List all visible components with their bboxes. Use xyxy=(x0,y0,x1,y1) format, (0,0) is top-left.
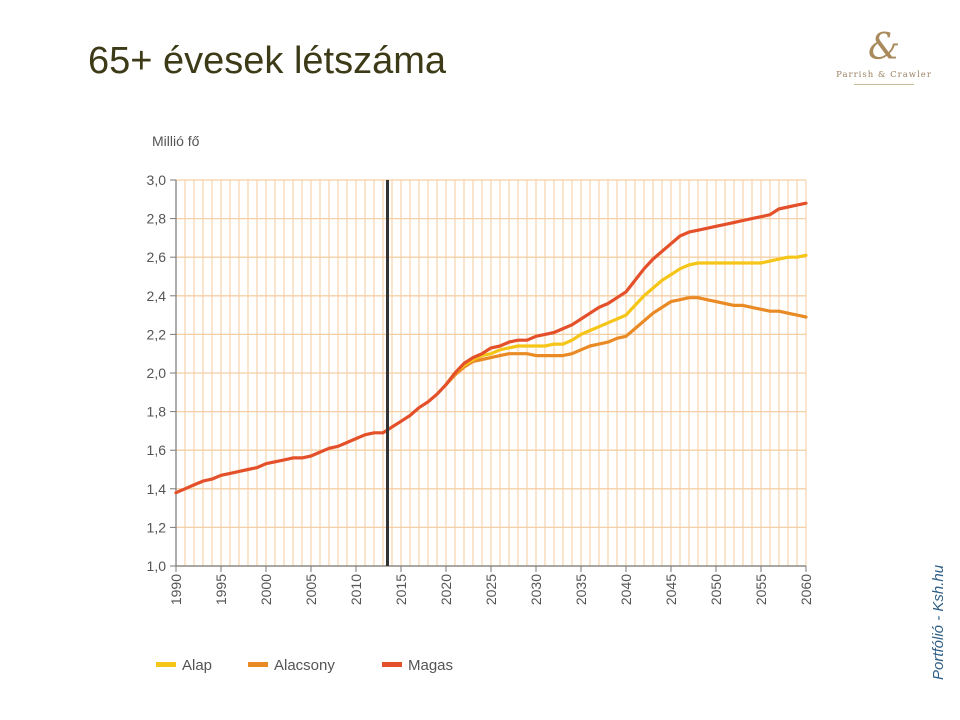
x-tick-label: 2050 xyxy=(708,574,724,605)
logo-divider xyxy=(854,84,914,85)
x-tick-label: 1990 xyxy=(168,574,184,605)
y-tick-label: 2,8 xyxy=(147,211,167,227)
legend-swatch-alacsony xyxy=(248,662,268,667)
y-tick-label: 3,0 xyxy=(147,172,167,188)
x-tick-label: 2030 xyxy=(528,574,544,605)
ampersand-logo-icon: & xyxy=(867,27,901,68)
legend-label-magas: Magas xyxy=(408,657,453,674)
y-tick-label: 2,4 xyxy=(147,288,167,304)
series-line-alacsony xyxy=(444,296,808,387)
series-line-magas xyxy=(174,201,808,495)
legend-label-alacsony: Alacsony xyxy=(274,657,335,674)
series-line-alap xyxy=(444,253,808,387)
y-tick-label: 1,0 xyxy=(147,558,167,574)
company-logo: & Parrish & Crawler xyxy=(818,30,950,85)
y-tick-label: 1,8 xyxy=(147,404,167,420)
x-tick-label: 2055 xyxy=(753,574,769,605)
x-tick-label: 2060 xyxy=(798,574,814,605)
x-tick-label: 2005 xyxy=(303,574,319,605)
x-tick-label: 2020 xyxy=(438,574,454,605)
legend-swatch-alap xyxy=(156,662,176,667)
logo-text: Parrish & Crawler xyxy=(836,70,932,80)
x-tick-label: 2035 xyxy=(573,574,589,605)
y-tick-label: 1,4 xyxy=(147,481,167,497)
legend-label-alap: Alap xyxy=(182,657,212,674)
y-tick-label: 1,2 xyxy=(147,519,167,535)
slide-title: 65+ évesek létszáma xyxy=(88,40,447,82)
y-axis-label: Millió fő xyxy=(152,133,200,149)
y-tick-label: 2,0 xyxy=(147,365,167,381)
x-tick-label: 2040 xyxy=(618,574,634,605)
x-tick-label: 2045 xyxy=(663,574,679,605)
x-tick-label: 1995 xyxy=(213,574,229,605)
y-tick-label: 2,6 xyxy=(147,249,167,265)
y-tick-label: 2,2 xyxy=(147,326,167,342)
x-tick-label: 2015 xyxy=(393,574,409,605)
x-tick-label: 2000 xyxy=(258,574,274,605)
x-tick-label: 2025 xyxy=(483,574,499,605)
y-tick-label: 1,6 xyxy=(147,442,167,458)
legend-swatch-magas xyxy=(382,662,402,667)
x-tick-label: 2010 xyxy=(348,574,364,605)
